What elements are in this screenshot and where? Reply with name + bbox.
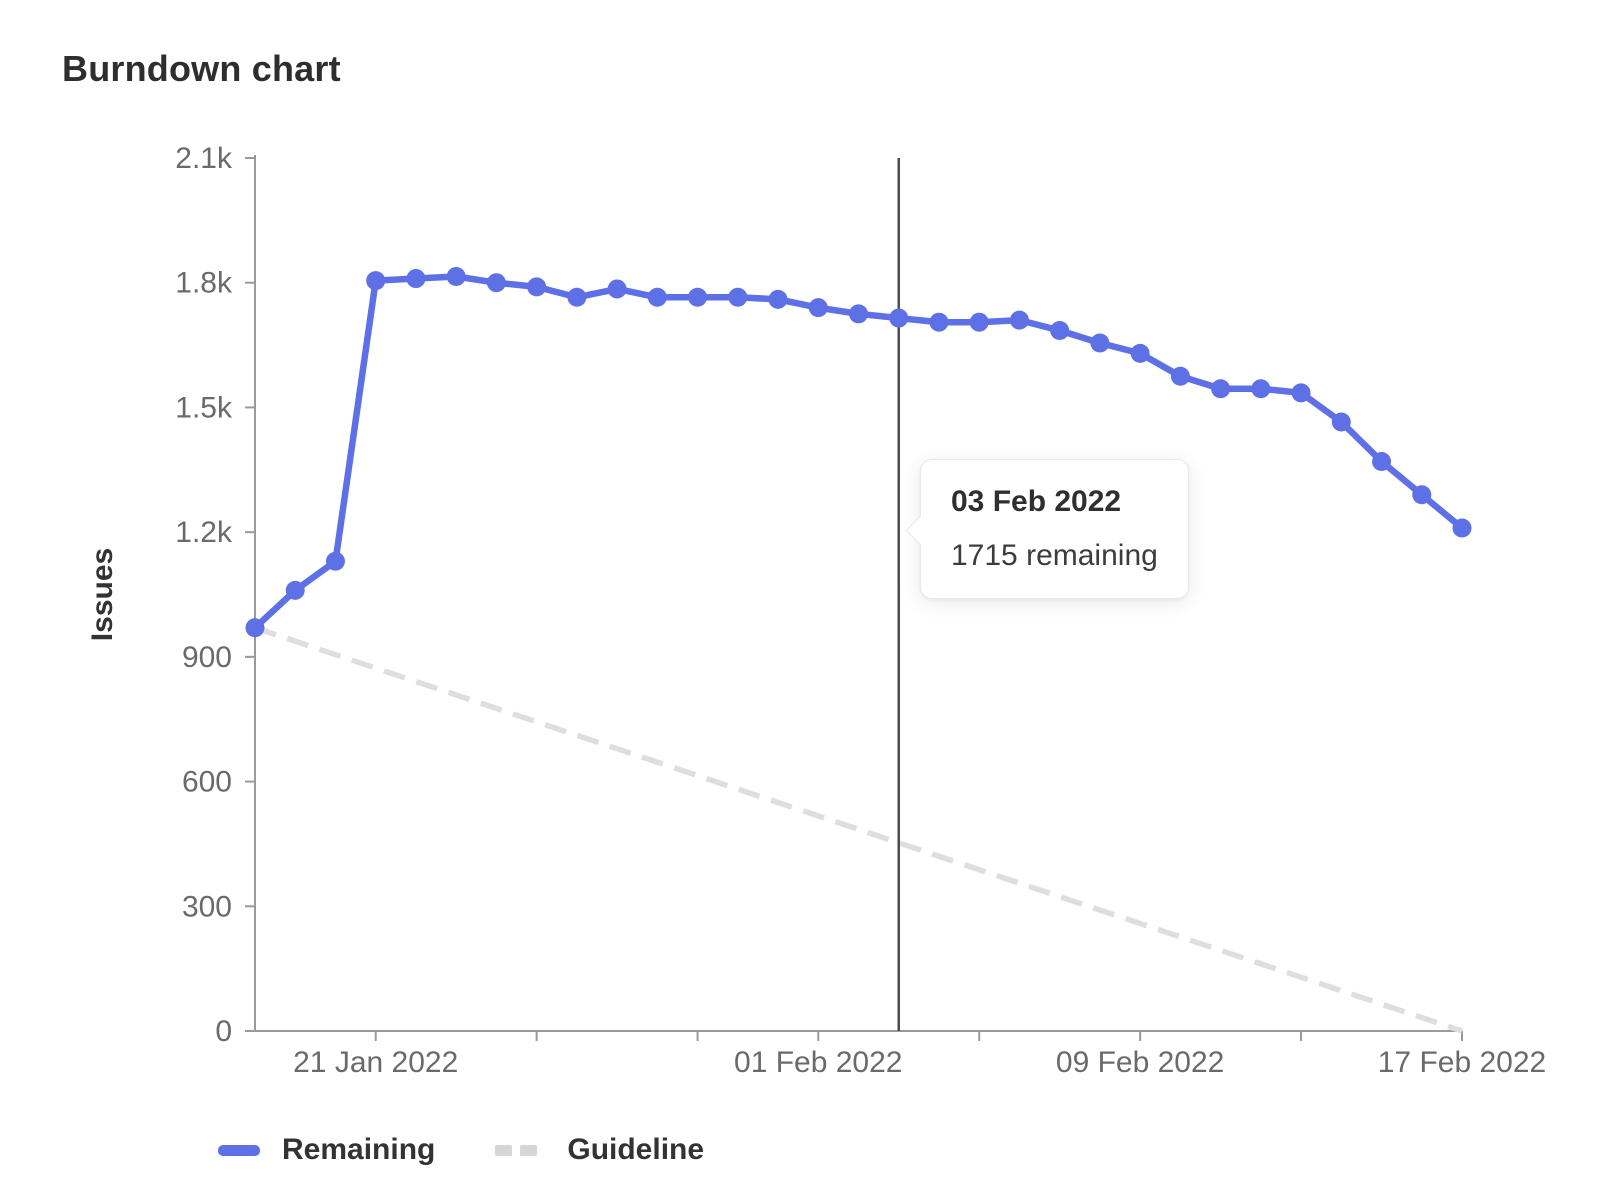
y-axis-tick-label: 2.1k (175, 142, 233, 175)
legend-item-guideline[interactable]: Guideline (495, 1133, 704, 1167)
guideline-dash-swatch-icon (520, 1144, 538, 1156)
y-axis-title: Issues (86, 548, 119, 641)
data-point[interactable] (285, 580, 305, 600)
data-point[interactable] (486, 273, 506, 293)
data-point[interactable] (969, 312, 989, 332)
remaining-line-swatch-icon (218, 1144, 260, 1156)
data-point[interactable] (1170, 366, 1190, 386)
data-point[interactable] (647, 287, 667, 307)
page-title: Burndown chart (62, 48, 341, 89)
tooltip-date: 03 Feb 2022 (951, 485, 1122, 518)
data-point[interactable] (889, 308, 909, 328)
data-point[interactable] (1130, 343, 1150, 363)
data-point[interactable] (1291, 383, 1311, 403)
data-point[interactable] (446, 266, 466, 286)
x-axis-tick-label: 21 Jan 2022 (293, 1046, 458, 1079)
data-point[interactable] (688, 287, 708, 307)
y-axis-tick-label: 300 (182, 890, 232, 923)
data-point[interactable] (406, 269, 426, 289)
y-axis-tick-label: 600 (182, 766, 232, 799)
data-point[interactable] (849, 304, 868, 324)
legend-item-remaining[interactable]: Remaining (218, 1133, 435, 1167)
data-point[interactable] (366, 271, 386, 291)
chart-tooltip: 03 Feb 2022 1715 remaining (905, 459, 1189, 599)
x-axis-tick-label: 17 Feb 2022 (1378, 1046, 1546, 1079)
data-point[interactable] (567, 287, 587, 307)
tooltip-value: 1715 remaining (951, 539, 1158, 572)
y-axis-tick-label: 900 (182, 641, 232, 674)
data-point[interactable] (1452, 518, 1472, 538)
data-point[interactable] (808, 298, 828, 318)
data-point[interactable] (325, 551, 345, 571)
data-point[interactable] (1211, 379, 1231, 399)
legend-label-remaining: Remaining (282, 1133, 436, 1166)
data-point[interactable] (768, 289, 788, 309)
legend-label-guideline: Guideline (567, 1133, 705, 1166)
remaining-line (251, 273, 1466, 632)
data-point[interactable] (527, 277, 547, 297)
y-axis-tick-label: 1.8k (175, 267, 233, 300)
guideline-line (254, 625, 1463, 1034)
data-point[interactable] (607, 279, 627, 299)
data-point[interactable] (1372, 451, 1392, 471)
x-axis-tick-label: 01 Feb 2022 (734, 1046, 902, 1079)
x-axis-tick-label: 09 Feb 2022 (1056, 1046, 1224, 1079)
data-point[interactable] (245, 618, 265, 638)
y-axis-tick-label: 0 (215, 1015, 232, 1048)
data-point[interactable] (1412, 485, 1432, 505)
data-point[interactable] (929, 312, 949, 332)
data-point[interactable] (1050, 321, 1070, 341)
guideline-dash-swatch-icon (495, 1144, 513, 1156)
data-point[interactable] (728, 287, 748, 307)
chart-legend: Remaining Guideline (218, 1128, 704, 1172)
data-point[interactable] (1251, 379, 1271, 399)
y-axis-tick-label: 1.2k (175, 516, 233, 549)
data-point[interactable] (1090, 333, 1110, 353)
y-axis-tick-label: 1.5k (175, 391, 233, 424)
data-point[interactable] (1009, 310, 1029, 330)
data-point[interactable] (1331, 412, 1351, 432)
